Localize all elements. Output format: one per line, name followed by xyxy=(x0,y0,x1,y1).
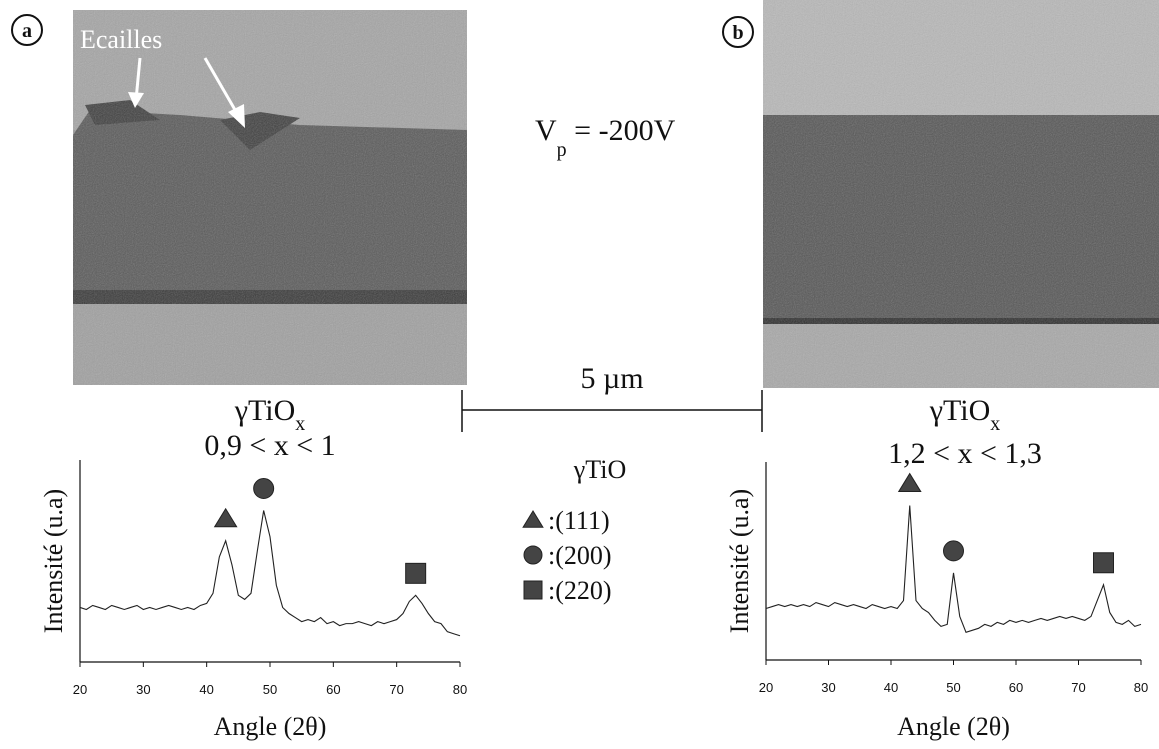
x-tick-label: 60 xyxy=(326,682,340,697)
voltage-label: Vp = -200V xyxy=(535,114,676,161)
marker-triangle xyxy=(522,510,544,528)
x-tick-label: 70 xyxy=(389,682,403,697)
panel-label: a xyxy=(22,20,32,42)
y-axis-label: Intensité (u.a) xyxy=(725,489,754,633)
x-tick-label: 50 xyxy=(263,682,277,697)
x-tick-label: 20 xyxy=(759,680,773,695)
marker-circle xyxy=(253,478,275,499)
panel-badge xyxy=(11,14,43,46)
x-tick-label: 20 xyxy=(73,682,87,697)
sem-image-b xyxy=(763,0,1159,388)
chart-title: γTiOx xyxy=(234,394,306,435)
chart-title: γTiOx xyxy=(929,394,1001,435)
voltage-text: = -200V xyxy=(567,114,676,147)
legend-label: :(200) xyxy=(548,541,612,570)
marker-triangle xyxy=(897,472,922,493)
marker-square xyxy=(405,562,427,584)
title-main: γTiO xyxy=(929,394,991,427)
x-tick-label: 50 xyxy=(946,680,960,695)
scale-bar xyxy=(461,390,763,432)
x-tick-label: 30 xyxy=(821,680,835,695)
voltage-subscript: p xyxy=(557,139,567,161)
x-tick-label: 60 xyxy=(1009,680,1023,695)
xrd-curve xyxy=(765,505,1142,633)
x-tick-label: 70 xyxy=(1071,680,1085,695)
legend-label: :(111) xyxy=(548,506,610,535)
title-main: γTiO xyxy=(234,394,296,427)
legend: :(111) :(200) :(220) xyxy=(522,506,612,605)
voltage-symbol: V xyxy=(535,114,557,147)
y-axis-label: Intensité (u.a) xyxy=(39,489,68,633)
marker-circle xyxy=(523,545,543,565)
marker-square xyxy=(1093,552,1114,574)
xrd-curve xyxy=(79,510,461,637)
title-subscript: x xyxy=(295,413,305,435)
legend-label: :(220) xyxy=(548,576,612,605)
chart-subtitle: 0,9 < x < 1 xyxy=(204,429,335,462)
panel-badge xyxy=(722,16,754,48)
x-tick-label: 30 xyxy=(136,682,150,697)
x-axis-label: Angle (2θ) xyxy=(897,712,1010,741)
x-tick-label: 80 xyxy=(1134,680,1148,695)
panel-label: b xyxy=(732,22,743,44)
marker-circle xyxy=(943,540,964,562)
x-tick-label: 40 xyxy=(884,680,898,695)
x-tick-label: 40 xyxy=(199,682,213,697)
marker-triangle xyxy=(213,507,238,528)
scale-bar-label: 5 µm xyxy=(580,362,643,395)
title-subscript: x xyxy=(990,413,1000,435)
x-axis-label: Angle (2θ) xyxy=(214,712,327,741)
annotation: Ecailles xyxy=(80,25,162,54)
legend-title: γTiO xyxy=(573,455,626,484)
x-tick-label: 80 xyxy=(453,682,467,697)
sem-image-a xyxy=(73,10,467,385)
chart-subtitle: 1,2 < x < 1,3 xyxy=(888,437,1042,470)
marker-square xyxy=(523,580,543,600)
